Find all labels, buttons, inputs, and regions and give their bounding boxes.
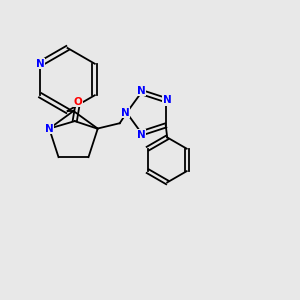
Text: N: N	[163, 95, 172, 105]
Text: O: O	[74, 97, 82, 106]
Text: N: N	[121, 108, 130, 118]
Text: N: N	[137, 86, 146, 96]
Text: N: N	[137, 130, 146, 140]
Text: N: N	[45, 124, 54, 134]
Text: N: N	[36, 59, 45, 69]
